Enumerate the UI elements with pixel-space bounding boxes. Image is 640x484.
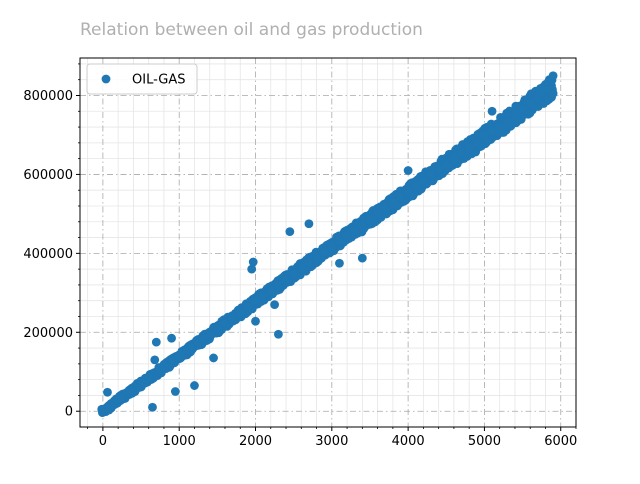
scatter-point: [212, 323, 222, 333]
scatter-point: [365, 214, 375, 224]
scatter-point: [167, 357, 176, 367]
legend-marker: [101, 74, 111, 84]
scatter-point: [388, 197, 398, 207]
scatter-point: [441, 160, 451, 169]
scatter-point: [487, 126, 497, 136]
scatter-point: [209, 353, 218, 363]
scatter-point: [335, 237, 344, 246]
y-tick-label: 0: [65, 405, 73, 420]
scatter-point: [426, 170, 436, 180]
scatter-point: [150, 355, 160, 365]
scatter-point: [418, 175, 428, 185]
scatter-point: [304, 219, 314, 229]
y-tick-label: 600000: [23, 168, 73, 183]
chart-title: Relation between oil and gas production: [80, 20, 423, 40]
scatter-point: [472, 138, 482, 148]
scatter-point: [327, 242, 337, 252]
scatter-point: [449, 154, 459, 164]
scatter-point: [274, 329, 283, 339]
x-tick-label: 3000: [315, 434, 348, 449]
scatter-point: [396, 192, 405, 202]
x-tick-label: 0: [99, 434, 107, 449]
scatter-point: [335, 258, 344, 268]
x-tick-label: 5000: [468, 434, 501, 449]
scatter-point: [266, 286, 276, 296]
scatter-point: [350, 226, 360, 235]
scatter-point: [319, 247, 329, 257]
scatter-point: [251, 316, 260, 326]
scatter-point: [434, 165, 444, 175]
scatter-point: [270, 300, 279, 310]
scatter-point: [357, 220, 367, 230]
x-tick-label: 6000: [544, 434, 577, 449]
scatter-point: [205, 329, 215, 339]
scatter-point: [228, 314, 238, 323]
scatter-point: [243, 302, 253, 312]
scatter-point: [502, 116, 512, 126]
scatter-point: [167, 333, 176, 343]
scatter-point: [296, 263, 306, 273]
scatter-point: [258, 291, 268, 301]
legend: OIL-GAS: [86, 63, 198, 95]
legend-box: [86, 63, 198, 95]
y-tick-label: 200000: [23, 326, 73, 341]
y-tick-label: 800000: [23, 89, 73, 104]
plot-frame: [79, 57, 577, 428]
legend-label: OIL-GAS: [132, 73, 185, 88]
scatter-point: [411, 181, 421, 190]
scatter-point: [186, 343, 196, 353]
scatter-point: [380, 203, 390, 213]
scatter-point: [170, 387, 180, 396]
scatter-point: [148, 402, 157, 412]
scatter-point: [304, 258, 314, 268]
y-tick-label: 400000: [23, 247, 73, 262]
scatter-point: [533, 93, 543, 103]
scatter-point: [495, 121, 505, 131]
scatter-point: [247, 264, 257, 274]
x-tick-label: 2000: [239, 434, 272, 449]
scatter-point: [541, 85, 550, 94]
scatter-point: [525, 98, 535, 108]
scatter-point: [285, 227, 295, 237]
scatter-point: [457, 148, 466, 158]
scatter-point: [312, 252, 321, 262]
scatter-point: [251, 296, 260, 306]
scatter-point: [518, 104, 527, 114]
scatter-point: [103, 387, 112, 397]
scatter-point: [480, 132, 489, 142]
scatter-point: [235, 308, 245, 317]
scatter-point: [190, 381, 199, 390]
scatter-point: [144, 373, 154, 383]
x-tick-label: 1000: [163, 434, 196, 449]
scatter-point: [373, 209, 382, 219]
axis-layer: 0 1000 2000 3000 4000 5000 6000 0 200000 400000 60…: [23, 57, 577, 449]
scatter-point: [289, 269, 299, 279]
x-tick-label: 4000: [392, 434, 425, 449]
scatter-point: [342, 231, 352, 240]
scatter-point: [548, 89, 558, 98]
scatter-point: [281, 275, 291, 285]
scatter-point: [248, 257, 258, 267]
scatter-point: [510, 110, 520, 120]
scatter-point: [464, 143, 474, 152]
data-layer: [97, 71, 558, 417]
scatter-point: [487, 106, 497, 116]
scatter-point: [220, 319, 230, 329]
scatter-point: [274, 281, 283, 291]
scatter-point: [151, 337, 161, 347]
scatter-point: [403, 166, 413, 175]
scatter-point: [403, 185, 413, 195]
scatter-point: [548, 71, 558, 81]
scatter-point: [357, 253, 367, 263]
